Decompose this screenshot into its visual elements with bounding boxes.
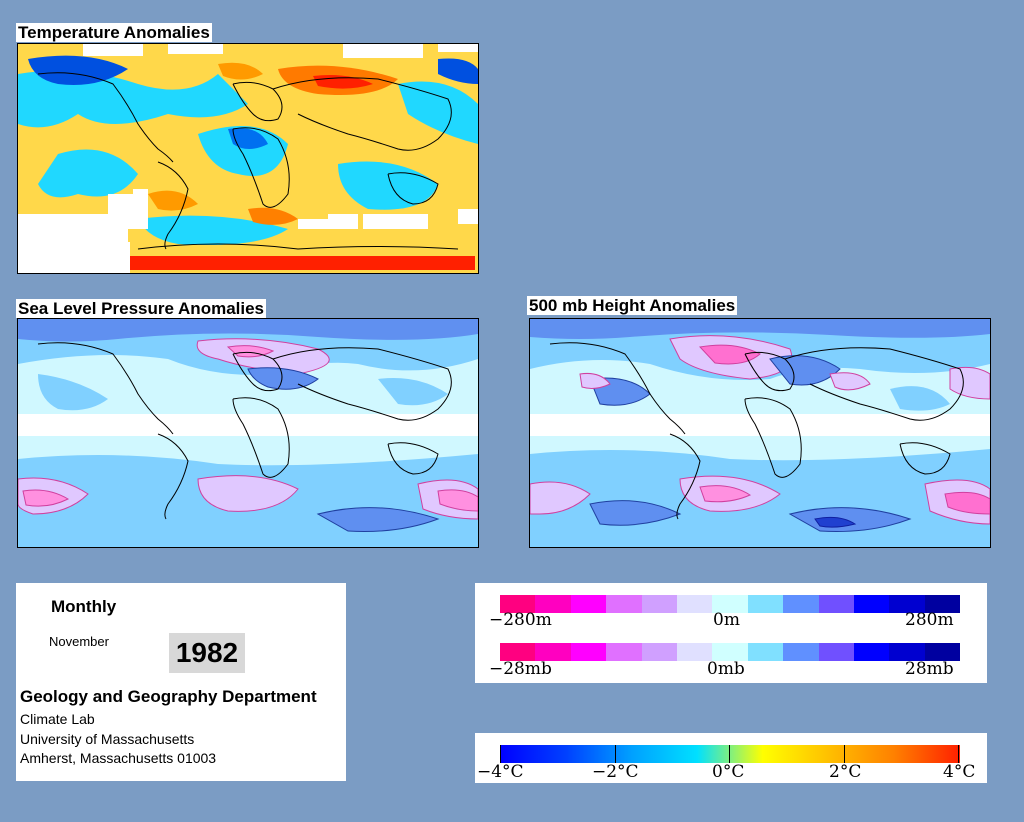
university-label: University of Massachusetts	[20, 731, 195, 747]
temperature-bar-divider	[614, 745, 616, 763]
pressure-swatch-12	[924, 643, 961, 661]
height-swatch-7	[747, 595, 784, 613]
address-label: Amherst, Massachusetts 01003	[20, 750, 217, 766]
temperature-tick-2: −2°C	[592, 762, 639, 782]
height-swatch-10	[853, 595, 890, 613]
department-label: Geology and Geography Department	[20, 687, 317, 706]
pressure-legend-max: 28mb	[905, 659, 954, 679]
pressure-swatch-11	[889, 643, 925, 661]
height-legend-center: 0m	[713, 610, 740, 630]
pressure-swatch-5	[676, 643, 713, 661]
height-map-title: 500 mb Height Anomalies	[527, 296, 738, 315]
pressure-swatch-9	[818, 643, 854, 661]
height-swatch-8	[783, 595, 819, 613]
temperature-color-bar	[500, 745, 960, 763]
temperature-tick-5: 4°C	[943, 762, 976, 782]
temperature-bar-divider	[843, 745, 845, 763]
temperature-tick-4: 2°C	[829, 762, 862, 782]
temperature-bar-divider	[958, 745, 959, 763]
pressure-swatch-2	[570, 643, 607, 661]
month-label: November	[49, 634, 109, 649]
year-label: 1982	[169, 633, 245, 673]
frequency-label: Monthly	[51, 597, 117, 616]
info-panel: Monthly November 1982 Geology and Geogra…	[16, 583, 346, 781]
height-swatch-5	[676, 595, 713, 613]
temperature-anomaly-map	[17, 43, 479, 274]
height-legend-max: 280m	[905, 610, 954, 630]
pressure-swatch-8	[783, 643, 819, 661]
height-anomaly-map	[529, 318, 991, 548]
temperature-tick-3: 0°C	[712, 762, 745, 782]
slp-map-title: Sea Level Pressure Anomalies	[16, 299, 267, 318]
height-swatch-6	[712, 595, 748, 613]
anomaly-legend: −280m 0m 280m −28mb 0mb 28mb	[475, 583, 987, 683]
pressure-swatch-1	[535, 643, 571, 661]
temperature-bar-divider	[500, 745, 501, 763]
temperature-legend: −4°C −2°C 0°C 2°C 4°C	[475, 733, 987, 783]
height-swatch-12	[924, 595, 961, 613]
pressure-swatch-10	[853, 643, 890, 661]
temperature-bar-divider	[729, 745, 730, 763]
pressure-swatch-3	[606, 643, 642, 661]
pressure-legend-min: −28mb	[489, 659, 552, 679]
height-swatch-2	[570, 595, 607, 613]
slp-anomaly-map	[17, 318, 479, 548]
temperature-tick-1: −4°C	[477, 762, 524, 782]
pressure-swatch-6	[712, 643, 748, 661]
height-swatch-11	[889, 595, 925, 613]
height-swatch-1	[535, 595, 571, 613]
lab-label: Climate Lab	[20, 711, 95, 727]
height-swatch-4	[641, 595, 677, 613]
pressure-color-bar	[500, 643, 961, 661]
temperature-map-title: Temperature Anomalies	[16, 23, 212, 42]
pressure-legend-center: 0mb	[707, 659, 745, 679]
height-color-bar	[500, 595, 961, 613]
height-swatch-3	[606, 595, 642, 613]
height-swatch-0	[500, 595, 536, 613]
height-swatch-9	[818, 595, 854, 613]
height-legend-min: −280m	[489, 610, 552, 630]
pressure-swatch-0	[500, 643, 536, 661]
pressure-swatch-7	[747, 643, 784, 661]
pressure-swatch-4	[641, 643, 677, 661]
